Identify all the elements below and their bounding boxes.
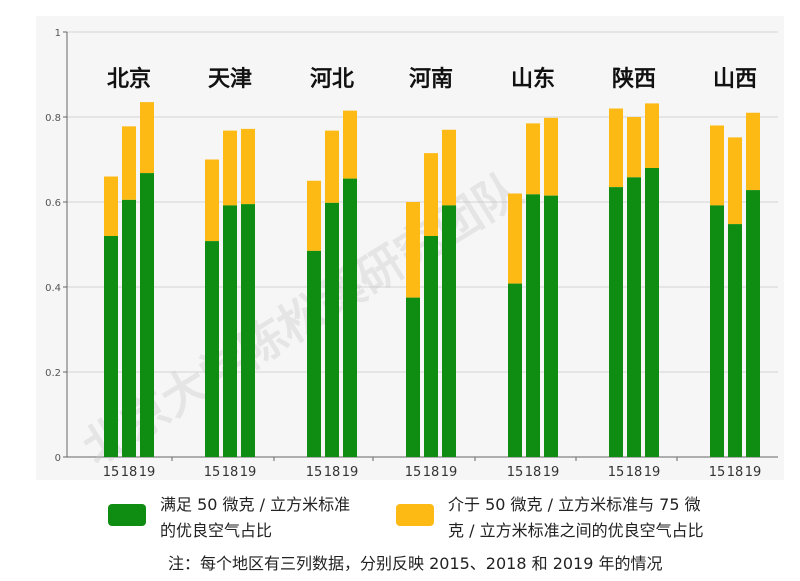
bar-segment-yellow (710, 125, 724, 206)
legend-swatch-yellow (396, 504, 434, 526)
bar-segment-yellow (307, 180, 321, 251)
bar-segment-green (223, 205, 237, 457)
y-tick-label: 0.2 (45, 368, 61, 379)
bar-segment-yellow (508, 193, 522, 284)
x-tick-label: 15 (709, 465, 726, 480)
x-tick-label: 15 (405, 465, 422, 480)
bar-segment-yellow (122, 126, 136, 200)
x-tick-label: 19 (139, 465, 156, 480)
legend-label-line: 介于 50 微克 / 立方米标准与 75 微 (448, 495, 701, 514)
x-tick-label: 19 (745, 465, 762, 480)
footnote: 注：每个地区有三列数据，分别反映 2015、2018 和 2019 年的情况 (168, 554, 663, 573)
bar-segment-green (343, 178, 357, 457)
legend-label-line: 克 / 立方米标准之间的优良空气占比 (448, 521, 704, 540)
region-label: 河北 (310, 66, 354, 92)
x-tick-label: 19 (543, 465, 560, 480)
bar-segment-yellow (406, 202, 420, 298)
y-tick-label: 1 (55, 28, 61, 39)
region-label: 北京 (107, 66, 151, 92)
region-label: 天津 (208, 66, 252, 92)
region-label: 山东 (511, 66, 555, 92)
bar-segment-yellow (424, 153, 438, 236)
bar-segment-yellow (645, 103, 659, 168)
bar-segment-green (442, 205, 456, 457)
bar-segment-green (746, 190, 760, 457)
x-tick-label: 18 (727, 465, 744, 480)
bar-segment-green (104, 236, 118, 457)
x-tick-label: 15 (507, 465, 524, 480)
bar-segment-yellow (241, 128, 255, 205)
legend-item-yellow: 介于 50 微克 / 立方米标准与 75 微 克 / 立方米标准之间的优良空气占… (396, 492, 704, 544)
legend-item-green: 满足 50 微克 / 立方米标准 的优良空气占比 (108, 492, 350, 544)
x-tick-label: 18 (222, 465, 239, 480)
bar-segment-green (241, 204, 255, 457)
bar-segment-yellow (627, 117, 641, 178)
bar-segment-yellow (609, 108, 623, 188)
bar-segment-yellow (343, 110, 357, 179)
bar-segment-yellow (104, 176, 118, 236)
x-tick-label: 18 (324, 465, 341, 480)
x-tick-label: 18 (525, 465, 542, 480)
bar-segment-green (122, 199, 136, 457)
legend-label-line: 满足 50 微克 / 立方米标准 (160, 495, 351, 514)
bar-segment-green (627, 177, 641, 457)
x-tick-label: 18 (423, 465, 440, 480)
bar-segment-green (710, 205, 724, 457)
x-tick-label: 15 (204, 465, 221, 480)
y-tick-label: 0 (55, 453, 61, 464)
legend-label-yellow: 介于 50 微克 / 立方米标准与 75 微 克 / 立方米标准之间的优良空气占… (448, 492, 704, 544)
bar-segment-green (325, 202, 339, 457)
x-tick-label: 19 (441, 465, 458, 480)
bar-segment-yellow (223, 130, 237, 206)
bar-segment-green (424, 236, 438, 457)
bar-segment-green (645, 168, 659, 457)
bar-segment-green (406, 297, 420, 457)
bar-segment-green (728, 224, 742, 457)
bar-segment-green (544, 195, 558, 457)
y-tick-label: 0.4 (45, 283, 61, 294)
x-tick-label: 19 (240, 465, 257, 480)
x-tick-label: 18 (626, 465, 643, 480)
bar-segment-green (205, 241, 219, 457)
y-tick-label: 0.8 (45, 113, 61, 124)
bar-segment-yellow (746, 112, 760, 191)
bar-segment-yellow (325, 130, 339, 203)
x-tick-label: 18 (121, 465, 138, 480)
bar-segment-yellow (140, 102, 154, 174)
bar-segment-yellow (544, 117, 558, 196)
region-label: 山西 (713, 66, 757, 92)
bar-segment-green (526, 194, 540, 457)
bar-segment-yellow (526, 123, 540, 195)
bar-segment-green (609, 187, 623, 457)
bar-segment-yellow (728, 137, 742, 225)
x-tick-label: 15 (306, 465, 323, 480)
bar-segment-yellow (442, 129, 456, 206)
legend-label-line: 的优良空气占比 (160, 521, 273, 540)
x-tick-label: 19 (342, 465, 359, 480)
chart-panel: 0 0.2 0.4 0.6 0.8 1 北京大学陈松蹊研究团队 15 18 19 北京 15 18 19 天… (36, 16, 784, 480)
y-tick-label: 0.6 (45, 198, 61, 209)
region-label: 河南 (409, 66, 453, 92)
legend-label-green: 满足 50 微克 / 立方米标准 的优良空气占比 (160, 492, 350, 544)
bar-segment-green (140, 173, 154, 457)
bar-segment-green (508, 283, 522, 457)
x-tick-label: 15 (103, 465, 120, 480)
x-tick-label: 19 (644, 465, 661, 480)
bar-segment-green (307, 250, 321, 457)
region-label: 陕西 (612, 66, 656, 92)
legend-swatch-green (108, 504, 146, 526)
x-tick-label: 15 (608, 465, 625, 480)
bar-segment-yellow (205, 159, 219, 242)
